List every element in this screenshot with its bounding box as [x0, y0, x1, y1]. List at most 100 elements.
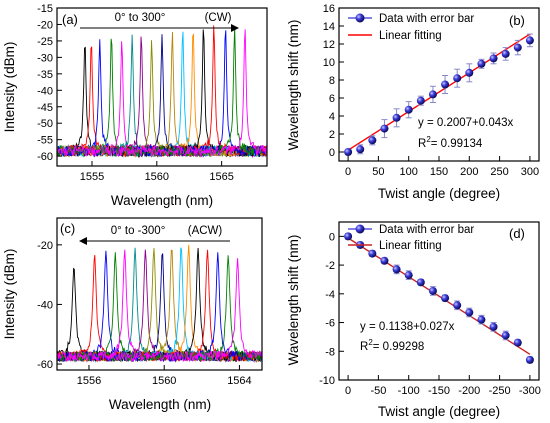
panel-d-xtick-label: -150	[428, 385, 450, 397]
panel-b-data-point	[489, 54, 498, 63]
panel-a-ytick-label: -30	[37, 52, 53, 64]
panel-a-ylabel: Intensity (dBm)	[2, 42, 17, 133]
panel-b-data-point	[453, 74, 462, 83]
panel-b-fit-line	[347, 33, 531, 151]
panel-b-xtick-label: 250	[490, 166, 508, 178]
panel-a-ytick-label: -50	[37, 118, 53, 130]
panel-b-data-point	[501, 49, 510, 58]
panel-a-spectrum	[56, 26, 268, 158]
panel-d-fit	[347, 237, 531, 355]
panel-b-data-point	[416, 96, 425, 105]
panel-b-legend-marker	[355, 13, 365, 23]
panel-b-r2-exp: 2	[426, 135, 431, 144]
panel-c-ylabel: Intensity (dBm)	[2, 249, 17, 340]
panel-b-ytick-label: 12	[323, 39, 335, 51]
panel-d-points	[344, 232, 534, 364]
panel-b-data-point	[344, 148, 353, 156]
panel-c-ytick-label: -20	[37, 240, 53, 252]
panel-d-data-point	[344, 232, 353, 241]
panel-b-xtick-label: 200	[460, 166, 478, 178]
panel-b-xtick-label: 300	[521, 166, 539, 178]
panel-d-xtick-label: -200	[458, 385, 480, 397]
panel-b-xtick-label: 150	[430, 166, 448, 178]
panel-c: 1556 1560 1564 -20 -40 -60 (c) 0° to -300° (A…	[2, 217, 263, 412]
panel-a: 1555 1560 1565 -15 -20 -25 -30 -35 -40 -45 -50 -55 -…	[2, 3, 268, 208]
panel-a-ytick-label: -60	[37, 151, 53, 163]
panel-d-xtick-label: 0	[345, 385, 351, 397]
panel-c-frame	[56, 217, 263, 371]
panel-b: 0 50 100 150 200 250 300 0 2 4 6 8 10 12 14 16 (b) Data…	[286, 3, 540, 201]
panel-b-ytick-label: 6	[329, 93, 335, 105]
panel-d-data-point	[404, 271, 413, 280]
panel-d-data-point	[416, 278, 425, 287]
panel-c-xtick-label: 1556	[77, 375, 101, 387]
panel-c-label: (c)	[60, 221, 75, 236]
panel-d-data-point	[453, 301, 462, 310]
panel-b-ytick-label: 8	[329, 75, 335, 87]
panel-b-legend-fit: Linear fitting	[379, 30, 442, 42]
panel-a-spectrum	[56, 29, 268, 158]
panel-b-data-point	[525, 36, 534, 45]
panel-c-ytick-label: -40	[37, 299, 53, 311]
panel-a-dir-text: (CW)	[205, 12, 232, 24]
panel-a-xtick-label: 1565	[209, 171, 233, 183]
panel-d-data-point	[525, 355, 534, 364]
panel-d-data-point	[501, 331, 510, 340]
panel-d-fit-line	[347, 237, 531, 355]
panel-b-xlabel: Twist angle (degree)	[378, 186, 500, 201]
panel-b-r2-prefix: R	[418, 138, 426, 150]
panel-d-data-point	[380, 256, 389, 265]
panel-b-xtick-label: 0	[345, 166, 351, 178]
panel-b-ylabel: Wavelength shift (nm)	[286, 20, 301, 151]
panel-d-xtick-label: -100	[398, 385, 420, 397]
panel-d-legend: Data with error bar Linear fitting	[348, 224, 474, 252]
panel-b-ytick-label: 2	[329, 129, 335, 141]
panel-b-ticks: 0 50 100 150 200 250 300 0 2 4 6 8 10 12 14 16	[323, 3, 539, 178]
panel-d-ytick-label: -8	[325, 346, 335, 358]
panel-d-data-point	[441, 294, 450, 303]
panel-b-ytick-label: 10	[323, 57, 335, 69]
panel-b-data-point	[380, 124, 389, 133]
panel-b-data-point	[428, 90, 437, 99]
panel-c-ticks: 1556 1560 1564 -20 -40 -60	[37, 240, 252, 387]
panel-a-range-text: 0° to 300°	[115, 12, 166, 24]
panel-d-ytick-label: -10	[319, 375, 335, 387]
panel-b-equation: y = 0.2007+0.043x	[418, 117, 514, 129]
panel-b-ytick-label: 4	[329, 111, 335, 123]
panel-d-data-point	[477, 315, 486, 324]
panel-b-fit	[347, 33, 531, 151]
panel-a-ytick-label: -20	[37, 19, 53, 31]
panel-a-ytick-label: -55	[37, 135, 53, 147]
panel-d-data-point	[392, 265, 401, 274]
panel-b-data-point	[465, 68, 474, 77]
panel-d-ticks: 0 -50 -100 -150 -200 -250 -300 0 -2 -4 -6 -8 -10	[319, 231, 541, 397]
panel-b-legend: Data with error bar Linear fitting	[348, 13, 474, 42]
panel-a-label: (a)	[62, 12, 78, 27]
panel-a-frame	[56, 7, 268, 167]
panel-b-data-point	[477, 59, 486, 68]
panel-b-ytick-label: 16	[323, 3, 335, 15]
panel-b-xtick-label: 50	[372, 166, 384, 178]
panel-b-data-point	[368, 136, 377, 145]
panel-d-xtick-label: -50	[370, 385, 386, 397]
panel-d-data-point	[465, 308, 474, 317]
panel-b-label: (b)	[509, 13, 525, 28]
panel-a-ytick-label: -25	[37, 36, 53, 48]
panel-c-spectrum	[56, 258, 263, 363]
panel-a-xlabel: Wavelength (nm)	[111, 193, 213, 208]
panel-d-r2-exp: 2	[368, 338, 373, 347]
panel-c-ytick-label: -60	[37, 359, 53, 371]
panel-d-ytick-label: -4	[325, 289, 335, 301]
panel-d-legend-fit: Linear fitting	[379, 240, 442, 252]
panel-d-label: (d)	[509, 226, 525, 241]
panel-d-legend-data: Data with error bar	[379, 224, 474, 236]
panel-c-dir-text: (ACW)	[188, 225, 223, 237]
panel-b-data-point	[356, 145, 365, 154]
panel-c-range-text: 0° to -300°	[111, 225, 166, 237]
panel-b-ytick-label: 0	[329, 147, 335, 159]
panel-d-data-point	[428, 286, 437, 295]
panel-d-xtick-label: -300	[519, 385, 541, 397]
panel-b-data-point	[441, 80, 450, 89]
panel-a-ytick-label: -45	[37, 102, 53, 114]
